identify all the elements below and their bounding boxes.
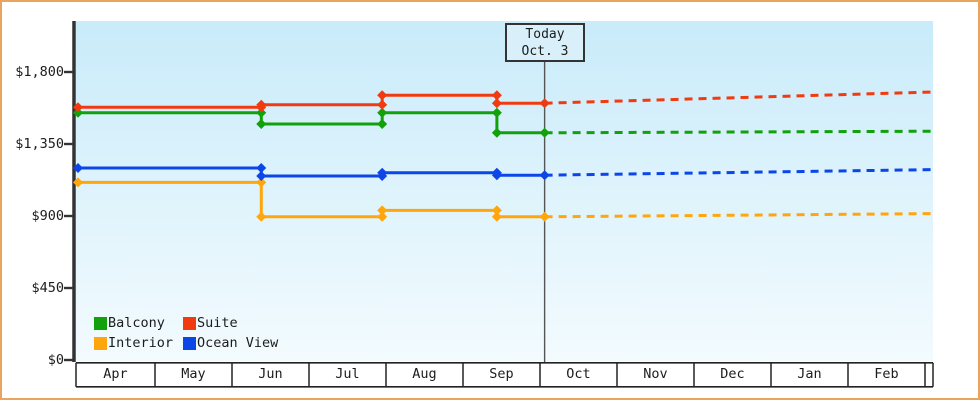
series-marker-suite: [73, 102, 83, 113]
y-axis-tick-label: $0: [47, 352, 64, 368]
legend-swatch-balcony: [94, 316, 107, 330]
x-axis-month-label-jul: Jul: [335, 366, 360, 382]
series-marker-interior: [256, 177, 267, 188]
series-marker-interior: [539, 211, 550, 222]
y-axis-tick-label: $450: [31, 280, 64, 296]
series-marker-interior: [256, 211, 267, 222]
x-axis-month-label-apr: Apr: [103, 366, 128, 382]
legend-label-balcony: Balcony: [108, 315, 165, 331]
series-marker-ocean-view: [539, 170, 550, 181]
today-annotation: Today Oct. 3: [505, 23, 585, 62]
series-marker-interior: [491, 211, 502, 222]
series-marker-balcony: [539, 127, 550, 138]
x-axis-month-label-sep: Sep: [489, 366, 514, 382]
series-marker-balcony: [377, 119, 388, 129]
plot-background: [76, 21, 933, 361]
series-marker-ocean-view: [73, 163, 83, 173]
series-marker-ocean-view: [256, 163, 267, 173]
series-marker-balcony: [73, 107, 83, 118]
legend-label-interior: Interior: [108, 335, 174, 351]
series-marker-balcony: [491, 107, 502, 118]
legend-label-suite: Suite: [197, 315, 238, 331]
y-axis-tick-label: $900: [31, 208, 64, 224]
y-axis-tick-label: $1,350: [15, 136, 64, 152]
series-marker-balcony: [377, 107, 388, 118]
series-projection-balcony: [544, 129, 933, 135]
series-projection-suite: [544, 90, 933, 105]
series-marker-ocean-view: [256, 171, 267, 181]
x-axis-month-label-oct: Oct: [566, 366, 591, 382]
x-axis-month-label-may: May: [181, 366, 206, 382]
legend-item-ocean-view: Ocean View: [183, 333, 278, 353]
series-marker-interior: [491, 205, 502, 216]
x-axis-month-label-aug: Aug: [412, 366, 437, 382]
x-axis-month-label-nov: Nov: [643, 366, 668, 382]
series-marker-ocean-view: [377, 167, 388, 178]
x-axis-month-label-jun: Jun: [258, 366, 283, 382]
x-axis-month-label-jan: Jan: [797, 366, 822, 382]
series-projection-interior: [544, 212, 933, 219]
legend-item-balcony: Balcony: [94, 313, 183, 333]
today-label: Today: [525, 27, 565, 42]
series-marker-balcony: [256, 107, 267, 118]
series-marker-ocean-view: [491, 170, 502, 181]
series-marker-suite: [377, 90, 388, 101]
series-marker-balcony: [256, 119, 267, 129]
y-axis-tick-label: $1,800: [15, 64, 64, 80]
chart-legend: Balcony Suite Interior Ocean View: [94, 313, 278, 353]
series-marker-suite: [491, 98, 502, 109]
legend-item-suite: Suite: [183, 313, 278, 333]
legend-swatch-interior: [94, 336, 107, 350]
today-date: Oct. 3: [521, 44, 569, 59]
series-marker-suite: [539, 98, 550, 109]
series-marker-interior: [377, 211, 388, 222]
legend-label-ocean-view: Ocean View: [197, 335, 279, 351]
series-marker-suite: [491, 90, 502, 101]
series-marker-balcony: [491, 127, 502, 138]
x-axis-month-label-dec: Dec: [720, 366, 745, 382]
legend-item-interior: Interior: [94, 333, 183, 353]
series-marker-interior: [73, 177, 83, 188]
legend-swatch-suite: [183, 316, 196, 330]
series-marker-suite: [256, 99, 267, 110]
x-axis-month-label-feb: Feb: [874, 366, 899, 382]
series-projection-ocean-view: [544, 168, 933, 177]
legend-swatch-ocean-view: [183, 336, 196, 350]
series-marker-interior: [377, 205, 388, 216]
series-marker-suite: [377, 99, 388, 110]
